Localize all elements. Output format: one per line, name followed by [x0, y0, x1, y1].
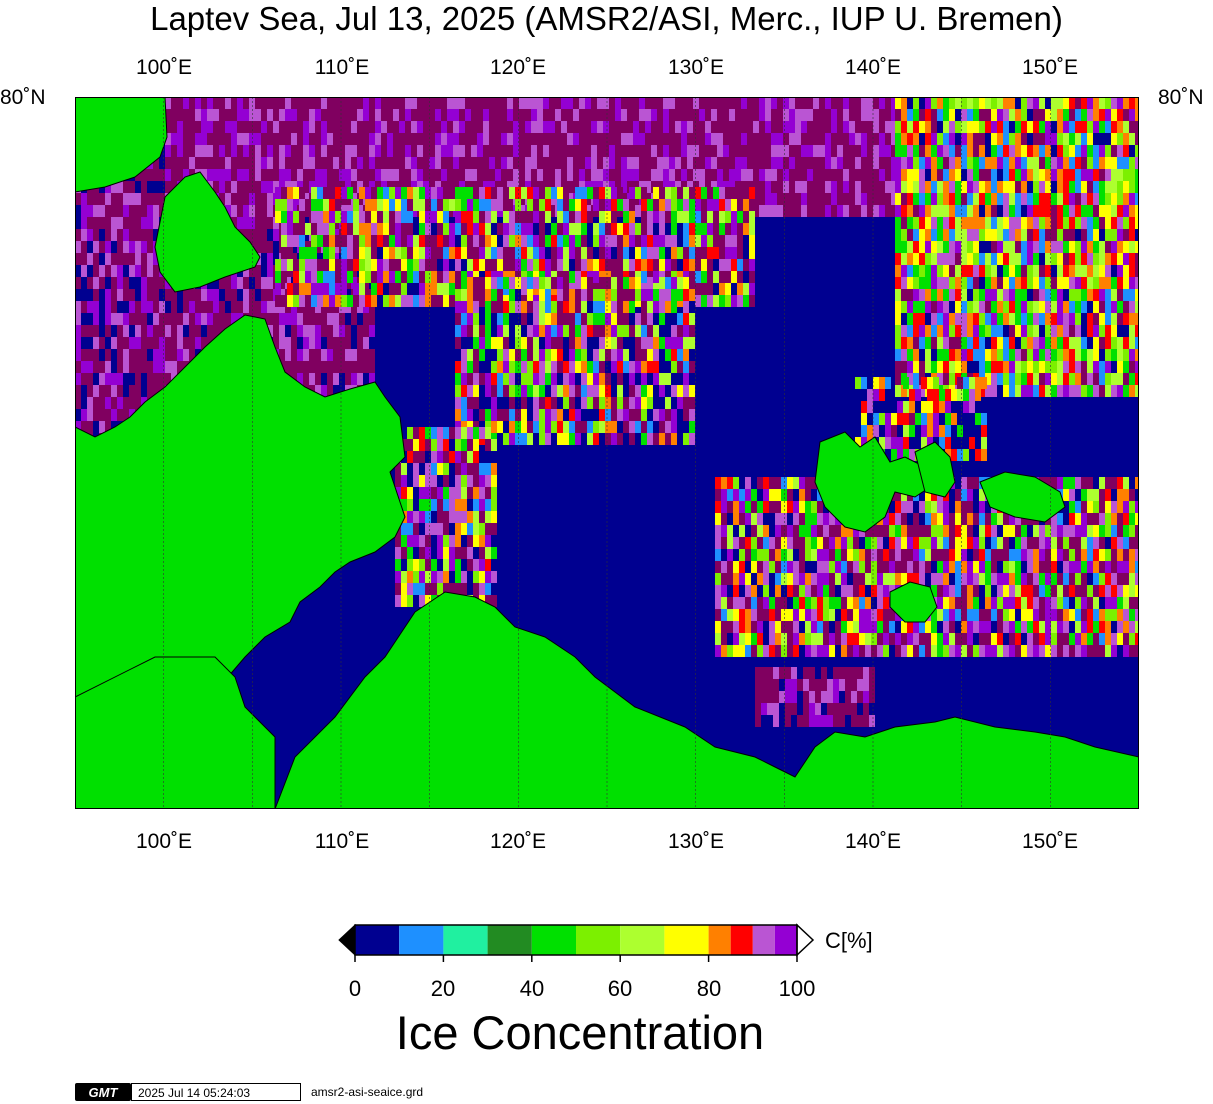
colorbar-swatch [487, 925, 532, 955]
colorbar-swatch [708, 925, 731, 955]
graticule [163, 97, 1051, 809]
lat-label-left: 80˚N [0, 86, 46, 109]
colorbar-unit-label: C[%] [825, 928, 873, 953]
northwest-land [75, 97, 168, 193]
lon-label-top-140: 140˚E [844, 56, 902, 79]
colorbar-tick-40: 40 [519, 976, 545, 1001]
severnaya-zemlya [154, 171, 261, 293]
colorbar-tick-60: 60 [607, 976, 633, 1001]
lon-label-top-150: 150˚E [1021, 56, 1079, 79]
stamp-time: 2025 Jul 14 05:24:03 [131, 1083, 301, 1101]
colorbar-tick-80: 80 [696, 976, 722, 1001]
new-siberian-island-2 [979, 471, 1066, 523]
stamp-filename: amsr2-asi-seaice.grd [311, 1085, 424, 1099]
lon-label-bottom-110: 110˚E [314, 830, 370, 853]
colorbar-swatch [664, 925, 709, 955]
lon-label-top-120: 120˚E [489, 56, 547, 79]
colorbar-title: Ice Concentration [395, 1006, 765, 1059]
colorbar-swatches [355, 925, 797, 955]
colorbar-swatch [752, 925, 775, 955]
lon-label-bottom-150: 150˚E [1021, 830, 1079, 853]
gmt-logo: GMT [75, 1083, 131, 1101]
lon-label-top-100: 100˚E [135, 56, 193, 79]
colorbar-over-triangle [796, 923, 815, 957]
lon-label-top-130: 130˚E [667, 56, 725, 79]
colorbar-swatch [399, 925, 444, 955]
land-layer [75, 97, 1139, 809]
colorbar-swatch [620, 925, 665, 955]
lon-label-top-110: 110˚E [314, 56, 370, 79]
colorbar-swatch [730, 925, 753, 955]
new-siberian-island-1 [814, 431, 931, 533]
lon-label-bottom-120: 120˚E [489, 830, 547, 853]
map-title: Laptev Sea, Jul 13, 2025 (AMSR2/ASI, Mer… [150, 0, 1063, 37]
colorbar-swatch [443, 925, 488, 955]
colorbar-ticks [354, 955, 798, 962]
colorbar-under-triangle [338, 923, 356, 957]
lon-label-bottom-130: 130˚E [667, 830, 725, 853]
lon-label-bottom-140: 140˚E [844, 830, 902, 853]
colorbar-swatch [774, 925, 797, 955]
south-coast-land [274, 591, 1139, 809]
lon-label-bottom-100: 100˚E [135, 830, 193, 853]
new-siberian-island-4 [914, 441, 956, 498]
colorbar-swatch [355, 925, 400, 955]
south-coast-land-2 [75, 656, 276, 809]
colorbar-tick-20: 20 [430, 976, 456, 1001]
colorbar-swatch [576, 925, 621, 955]
colorbar-swatch [531, 925, 576, 955]
colorbar-tick-0: 0 [348, 976, 362, 1001]
colorbar-tick-100: 100 [778, 976, 816, 1001]
new-siberian-island-3 [889, 581, 938, 623]
lat-label-right: 80˚N [1158, 86, 1204, 109]
colorbar [338, 923, 815, 962]
ice-concentration-map [75, 97, 1139, 809]
gmt-timestamp: GMT 2025 Jul 14 05:24:03 amsr2-asi-seaic… [75, 1082, 423, 1102]
